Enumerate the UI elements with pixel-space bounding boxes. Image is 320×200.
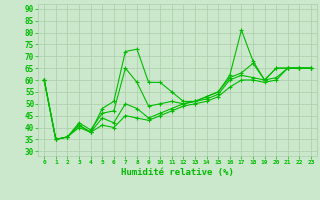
X-axis label: Humidité relative (%): Humidité relative (%) — [121, 168, 234, 177]
